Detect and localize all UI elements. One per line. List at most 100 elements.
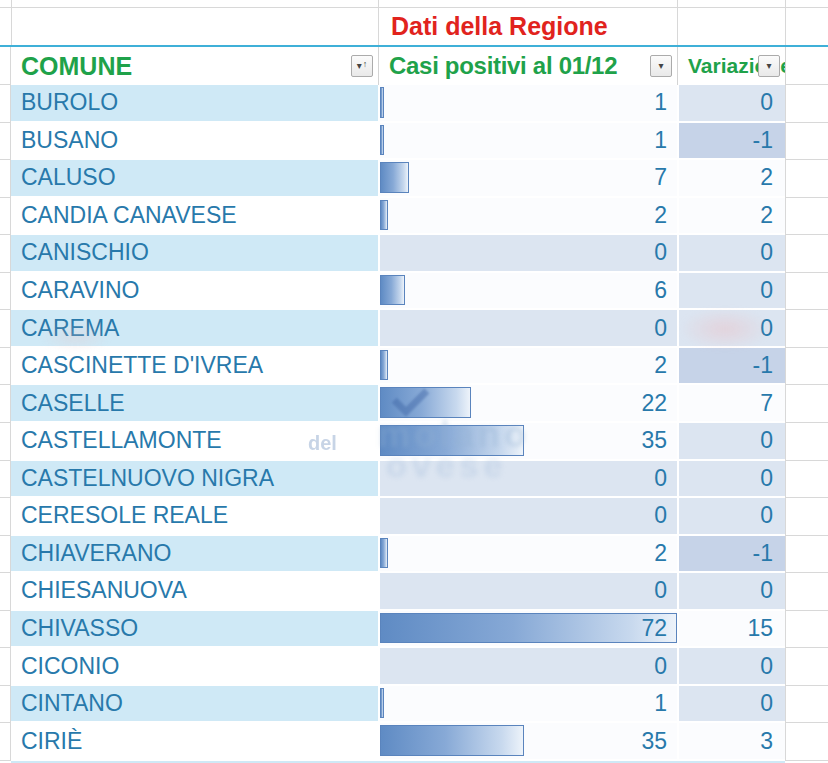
casi-cell[interactable]: 0 — [378, 235, 677, 273]
casi-value: 0 — [654, 315, 667, 342]
variazione-cell[interactable]: 0 — [677, 273, 785, 311]
variazione-cell[interactable]: 0 — [677, 310, 785, 348]
gutter-cell — [0, 611, 11, 649]
casi-cell[interactable]: 1 — [378, 123, 677, 161]
comune-cell[interactable]: CASCINETTE D'IVREA — [11, 348, 378, 386]
casi-cell[interactable]: 35 — [378, 723, 677, 761]
variazione-value: 0 — [760, 502, 773, 529]
table-row: CARAVINO60 — [0, 273, 828, 311]
casi-cell[interactable]: 2 — [378, 198, 677, 236]
region-title-cell[interactable]: Dati della Regione — [378, 8, 677, 45]
comune-cell[interactable]: CASTELLAMONTE — [11, 423, 378, 461]
variazione-value: 0 — [760, 89, 773, 116]
casi-cell[interactable]: 6 — [378, 273, 677, 311]
comune-cell[interactable]: CINTANO — [11, 686, 378, 724]
casi-value: 1 — [654, 89, 667, 116]
empty-cell — [785, 8, 828, 45]
variazione-cell[interactable]: 0 — [677, 498, 785, 536]
gutter-cell — [0, 385, 11, 423]
variazione-cell[interactable]: 3 — [677, 723, 785, 761]
data-bar — [380, 87, 384, 118]
casi-filter-button[interactable]: ▾ — [650, 55, 672, 77]
filter-dropdown-icon: ▾ — [357, 61, 362, 71]
variazione-cell[interactable]: 0 — [677, 85, 785, 123]
gutter-cell — [0, 85, 11, 123]
casi-cell[interactable]: 0 — [378, 573, 677, 611]
variazione-cell[interactable]: 2 — [677, 198, 785, 236]
variazione-cell[interactable]: -1 — [677, 123, 785, 161]
variazione-cell[interactable]: 0 — [677, 686, 785, 724]
gutter-cell — [0, 273, 11, 311]
variazione-value: 0 — [760, 427, 773, 454]
gutter-cell — [785, 160, 828, 198]
variazione-value: 3 — [760, 728, 773, 755]
casi-cell[interactable]: 7 — [378, 160, 677, 198]
casi-header-cell[interactable]: Casi positivi al 01/12 ▾ — [378, 47, 677, 85]
variazione-cell[interactable]: -1 — [677, 536, 785, 574]
variazione-cell[interactable]: 0 — [677, 648, 785, 686]
variazione-cell[interactable]: -1 — [677, 348, 785, 386]
casi-value: 2 — [654, 540, 667, 567]
filter-dropdown-icon: ▾ — [766, 61, 771, 71]
data-bar — [380, 200, 388, 231]
sort-ascending-icon: ↑ — [363, 60, 368, 69]
casi-cell[interactable]: 0 — [378, 461, 677, 499]
comune-cell[interactable]: CAREMA — [11, 310, 378, 348]
casi-cell[interactable]: 1 — [378, 85, 677, 123]
casi-cell[interactable]: 72 — [378, 611, 677, 649]
variazione-cell[interactable]: 0 — [677, 423, 785, 461]
gutter-cell — [785, 85, 828, 123]
table-row: CHIAVERANO 2 -1 — [0, 536, 828, 574]
gutter-cell — [0, 461, 11, 499]
data-bar — [380, 538, 388, 569]
comune-cell[interactable]: CHIVASSO — [11, 611, 378, 649]
variazione-value: 15 — [747, 615, 773, 642]
variazione-cell[interactable]: 15 — [677, 611, 785, 649]
comune-cell[interactable]: CERESOLE REALE — [11, 498, 378, 536]
comune-cell[interactable]: BUSANO — [11, 123, 378, 161]
variazione-cell[interactable]: 2 — [677, 160, 785, 198]
variazione-cell[interactable]: 7 — [677, 385, 785, 423]
casi-cell[interactable]: 0 — [378, 648, 677, 686]
variazione-cell[interactable]: 0 — [677, 573, 785, 611]
gutter-cell — [785, 385, 828, 423]
variazione-cell[interactable]: 0 — [677, 235, 785, 273]
casi-cell[interactable]: 0 — [378, 498, 677, 536]
variazione-value: -1 — [753, 352, 773, 379]
casi-cell[interactable]: 22 — [378, 385, 677, 423]
data-bar — [380, 425, 524, 456]
casi-value: 0 — [654, 502, 667, 529]
gutter-cell — [785, 123, 828, 161]
comune-cell[interactable]: CANDIA CANAVESE — [11, 198, 378, 236]
comune-cell[interactable]: CALUSO — [11, 160, 378, 198]
comune-header-label: COMUNE — [11, 52, 132, 81]
comune-cell[interactable]: CASELLE — [11, 385, 378, 423]
casi-value: 7 — [654, 164, 667, 191]
comune-cell[interactable]: CHIAVERANO — [11, 536, 378, 574]
comune-cell[interactable]: CIRIÈ — [11, 723, 378, 761]
casi-value: 0 — [654, 577, 667, 604]
casi-value: 2 — [654, 202, 667, 229]
variazione-filter-button[interactable]: ▾ — [758, 55, 780, 77]
data-bar — [380, 162, 409, 193]
empty-cell — [677, 0, 785, 7]
comune-sort-filter-button[interactable]: ▾ ↑ — [351, 55, 373, 77]
gutter-cell — [0, 198, 11, 236]
variazione-cell[interactable]: 0 — [677, 461, 785, 499]
casi-cell[interactable]: 0 — [378, 310, 677, 348]
comune-cell[interactable]: CICONIO — [11, 648, 378, 686]
casi-cell[interactable]: 1 — [378, 686, 677, 724]
comune-header-cell[interactable]: COMUNE ▾ ↑ — [11, 47, 378, 85]
casi-cell[interactable]: 35 — [378, 423, 677, 461]
comune-cell[interactable]: BUROLO — [11, 85, 378, 123]
comune-cell[interactable]: CANISCHIO — [11, 235, 378, 273]
casi-cell[interactable]: 2 — [378, 348, 677, 386]
casi-cell[interactable]: 2 — [378, 536, 677, 574]
gutter-cell — [0, 310, 11, 348]
comune-cell[interactable]: CHIESANUOVA — [11, 573, 378, 611]
comune-cell[interactable]: CARAVINO — [11, 273, 378, 311]
comune-cell[interactable]: CASTELNUOVO NIGRA — [11, 461, 378, 499]
table-row: CASELLE227 — [0, 385, 828, 423]
variazione-header-cell[interactable]: Variazione ▾ — [677, 47, 785, 85]
gutter-cell — [0, 498, 11, 536]
